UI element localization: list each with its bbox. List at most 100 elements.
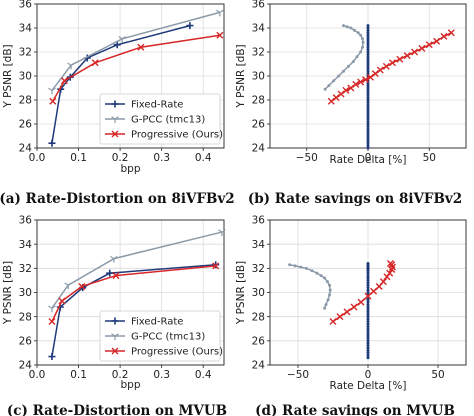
y-tick-label: 26 [252, 119, 266, 131]
series-curve-0 [366, 24, 370, 150]
data-point [386, 260, 394, 267]
y-tick-label: 34 [19, 239, 33, 251]
data-point [366, 124, 370, 128]
y-axis-label: Y PSNR [dB] [235, 44, 247, 108]
y-tick-label: 24 [252, 360, 266, 372]
plot-frame [269, 219, 467, 366]
x-tick-label: 0.4 [195, 152, 212, 164]
data-point [351, 60, 355, 64]
x-tick-label: 0.0 [29, 369, 46, 381]
data-point [353, 28, 357, 32]
data-point [366, 286, 370, 290]
data-point [379, 278, 387, 286]
x-tick-label: 0.3 [153, 369, 170, 381]
data-point [78, 282, 86, 290]
data-point [366, 52, 370, 56]
data-point [418, 44, 426, 52]
x-tick-label: −50 [296, 152, 318, 164]
y-tick-label: 24 [19, 143, 33, 155]
data-point [327, 84, 331, 88]
data-point [366, 86, 370, 90]
data-point [342, 24, 345, 28]
data-point [216, 9, 224, 17]
data-point [328, 288, 332, 292]
data-point [212, 262, 220, 270]
x-tick-label: 0.1 [70, 152, 87, 164]
data-point [370, 287, 378, 295]
panel-b-rate-savings-8ivfbv2: 24 26 28 30 32 34 36 −50 0 50 Rate Delta [%] Y PSNR… [235, 0, 467, 166]
data-point [366, 276, 370, 280]
data-point [366, 38, 370, 42]
data-point [366, 48, 370, 52]
data-point [323, 276, 327, 280]
data-point [366, 28, 370, 32]
data-point [440, 32, 448, 40]
data-point [411, 48, 419, 56]
data-point [113, 41, 121, 49]
data-point [366, 322, 370, 326]
data-point [342, 86, 350, 94]
y-tick-label: 24 [252, 143, 266, 155]
data-point [366, 312, 370, 316]
legend-box [99, 93, 221, 145]
data-point [366, 122, 370, 126]
data-point [218, 229, 226, 237]
data-point [396, 55, 404, 63]
x-tick-label: 0.0 [29, 152, 46, 164]
y-tick-label: 24 [19, 360, 33, 372]
x-tick-label: 50 [423, 152, 436, 164]
y-tick-label: 32 [252, 47, 265, 59]
y-tick-label: 36 [252, 0, 266, 11]
data-point [366, 55, 370, 59]
series-curve-2 [329, 260, 396, 325]
data-point [118, 36, 127, 43]
plot-frame [36, 3, 225, 149]
data-point [366, 334, 370, 338]
y-tick-label: 34 [19, 23, 33, 35]
y-tick-label: 28 [19, 95, 32, 107]
data-point [366, 100, 370, 104]
data-point [319, 274, 323, 278]
data-point [366, 307, 370, 311]
data-point [366, 24, 370, 28]
series-curve-1 [288, 263, 332, 310]
data-point [425, 41, 433, 49]
data-point [361, 40, 365, 44]
y-tick-label: 28 [252, 311, 265, 323]
y-tick-label: 32 [19, 47, 32, 59]
data-point [329, 318, 337, 325]
data-point [366, 315, 370, 319]
y-tick-label: 36 [252, 215, 266, 227]
data-point [389, 59, 396, 67]
data-point [357, 298, 365, 306]
data-point [366, 327, 370, 331]
data-point [366, 356, 370, 360]
legend-label: Fixed-Rate [131, 100, 183, 111]
data-point [323, 87, 327, 91]
data-point [323, 306, 327, 310]
data-point [345, 25, 349, 29]
x-axis-label: bpp [121, 163, 141, 175]
panel-a-rate-distortion-8ivfbv2: 24 26 28 30 32 34 36 0.0 0.1 0.2 0.3 0.4 bpp Y PSNR [… [2, 0, 225, 175]
data-point [366, 320, 370, 323]
data-point [366, 84, 370, 88]
legend-label: G-PCC (tmc13) [131, 332, 205, 343]
legend-marker [111, 100, 119, 108]
y-tick-label: 30 [19, 71, 32, 83]
data-point [332, 79, 336, 83]
series-line [289, 263, 331, 309]
data-point [327, 97, 335, 105]
y-tick-label: 30 [252, 71, 265, 83]
series-g-pcc-tmc13- [48, 229, 226, 313]
data-point [337, 74, 341, 78]
y-tick-label: 26 [19, 335, 33, 347]
legend-marker [111, 333, 119, 340]
series-progressive-ours- [49, 31, 224, 105]
series-line [51, 11, 221, 91]
data-point [343, 308, 351, 316]
data-point [366, 336, 370, 340]
legend-marker [111, 116, 119, 123]
data-point [356, 31, 360, 35]
data-point [366, 349, 370, 352]
legend-marker [111, 317, 119, 325]
